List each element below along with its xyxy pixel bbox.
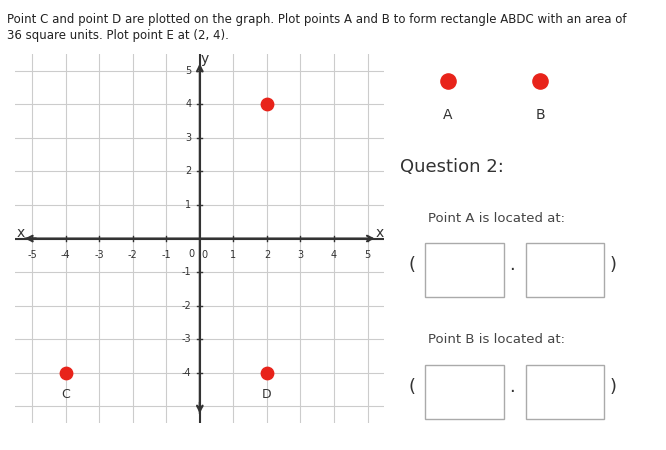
Text: B: B bbox=[535, 108, 545, 122]
Point bbox=[61, 369, 71, 376]
Text: -4: -4 bbox=[182, 368, 191, 378]
Text: Point B is located at:: Point B is located at: bbox=[428, 333, 565, 346]
Text: ): ) bbox=[610, 378, 617, 396]
Text: D: D bbox=[262, 388, 272, 401]
Text: -2: -2 bbox=[182, 301, 191, 310]
Text: (: ( bbox=[409, 378, 416, 396]
Text: -1: -1 bbox=[182, 267, 191, 277]
Text: x: x bbox=[375, 226, 384, 240]
Text: 2: 2 bbox=[264, 250, 270, 260]
Point bbox=[262, 369, 272, 376]
Text: 1: 1 bbox=[230, 250, 236, 260]
Text: Point A is located at:: Point A is located at: bbox=[428, 212, 565, 225]
Text: 3: 3 bbox=[185, 133, 191, 143]
Text: -5: -5 bbox=[27, 250, 37, 260]
Text: .: . bbox=[509, 378, 515, 396]
Text: -1: -1 bbox=[161, 250, 171, 260]
Point bbox=[262, 101, 272, 108]
Text: 4: 4 bbox=[331, 250, 337, 260]
Text: .: . bbox=[509, 256, 515, 274]
Text: Point C and point D are plotted on the graph. Plot points A and B to form rectan: Point C and point D are plotted on the g… bbox=[7, 14, 626, 41]
Text: -4: -4 bbox=[61, 250, 71, 260]
Text: ): ) bbox=[610, 256, 617, 274]
Text: -3: -3 bbox=[95, 250, 104, 260]
Text: x: x bbox=[16, 226, 25, 240]
Text: 2: 2 bbox=[185, 166, 191, 176]
Text: 5: 5 bbox=[185, 66, 191, 76]
Text: 0: 0 bbox=[202, 250, 208, 260]
Text: A: A bbox=[443, 108, 453, 122]
Text: (: ( bbox=[409, 256, 416, 274]
Text: Question 2:: Question 2: bbox=[400, 158, 504, 176]
Text: -2: -2 bbox=[128, 250, 138, 260]
Text: -3: -3 bbox=[182, 334, 191, 344]
Text: 1: 1 bbox=[185, 200, 191, 210]
Text: 0: 0 bbox=[188, 248, 194, 259]
Text: y: y bbox=[200, 52, 209, 66]
Text: 3: 3 bbox=[298, 250, 304, 260]
Text: 5: 5 bbox=[364, 250, 371, 260]
Text: 4: 4 bbox=[185, 99, 191, 109]
Text: C: C bbox=[61, 388, 70, 401]
